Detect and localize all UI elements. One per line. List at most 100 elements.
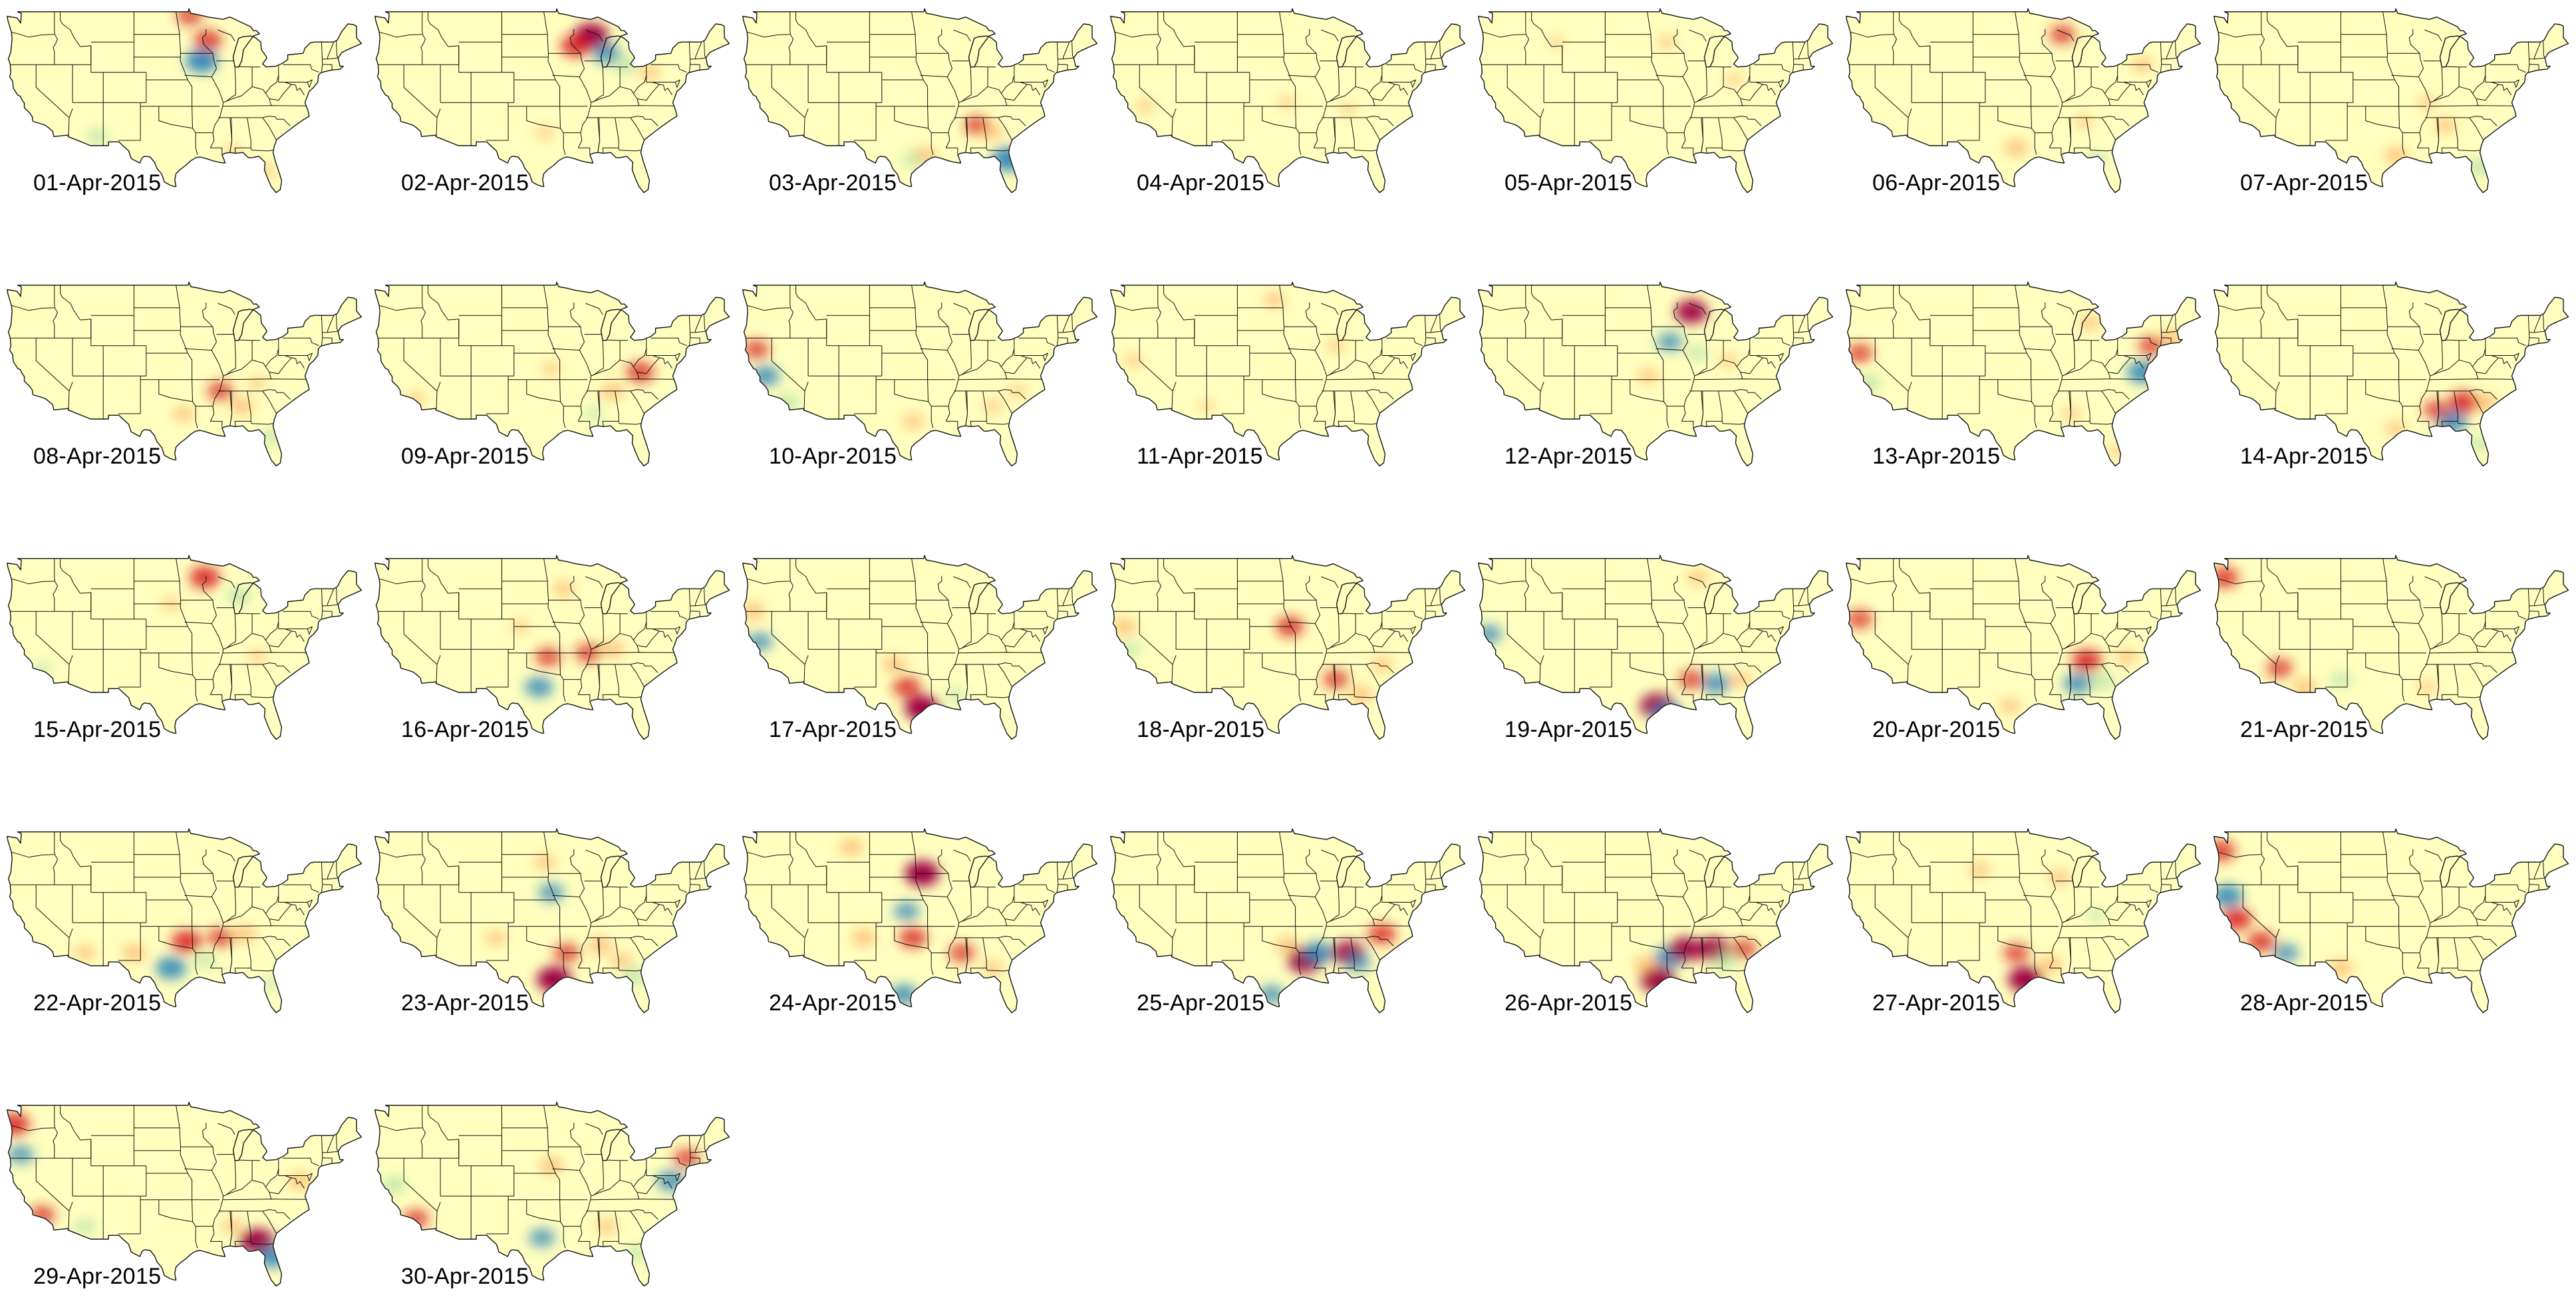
anomaly-blob — [262, 976, 283, 990]
anomaly-blob — [552, 581, 575, 597]
anomaly-blob — [1657, 332, 1683, 352]
anomaly-blob — [233, 925, 257, 943]
anomaly-blob — [588, 937, 613, 954]
anomaly-blob — [221, 1218, 243, 1234]
anomaly-blob — [7, 1113, 30, 1135]
date-label: 22-Apr-2015 — [33, 990, 162, 1016]
state-borders — [2217, 11, 2545, 155]
conus-outline — [1110, 8, 1466, 194]
conus-land — [7, 9, 362, 193]
anomaly-blob — [1123, 353, 1143, 368]
conus-land — [2214, 9, 2569, 193]
conus-outline — [742, 8, 1098, 194]
anomaly-blob — [2078, 315, 2101, 331]
anomaly-blob — [1701, 672, 1731, 694]
conus-outline — [374, 555, 730, 740]
us-anomaly-map — [1478, 281, 1834, 467]
anomaly-blob — [2061, 406, 2082, 421]
anomaly-blob — [839, 838, 864, 856]
anomaly-blob — [982, 124, 1004, 141]
conus-outline — [1478, 828, 1834, 1014]
state-borders — [1113, 285, 1442, 428]
date-label: 08-Apr-2015 — [33, 444, 162, 469]
anomaly-blob — [2448, 391, 2480, 414]
anomaly-blob — [525, 676, 553, 698]
state-borders — [378, 1105, 706, 1248]
anomaly-blob — [541, 361, 561, 376]
date-label: 29-Apr-2015 — [33, 1264, 162, 1289]
anomaly-blob — [2126, 361, 2158, 384]
map-panel: 09-Apr-2015 — [369, 276, 736, 481]
map-panel: 27-Apr-2015 — [1840, 823, 2208, 1028]
anomaly-blob — [1638, 368, 1659, 384]
conus-land — [374, 555, 730, 740]
anomaly-blob — [948, 943, 975, 962]
anomaly-blob — [1633, 955, 1657, 973]
us-anomaly-map — [1110, 555, 1466, 740]
date-label: 13-Apr-2015 — [1872, 444, 2001, 469]
anomaly-blob — [2008, 966, 2043, 992]
conus-land — [1478, 9, 1833, 193]
conus-outline — [7, 555, 362, 740]
anomaly-blob — [893, 676, 921, 698]
state-borders — [10, 11, 339, 155]
date-label: 17-Apr-2015 — [769, 717, 897, 742]
us-anomaly-map — [1846, 555, 2202, 740]
conus-outline — [1846, 8, 2202, 194]
anomaly-blob — [2214, 567, 2239, 588]
anomaly-blob — [2038, 955, 2063, 973]
anomaly-blob — [194, 952, 216, 968]
anomaly-blob — [74, 944, 96, 961]
anomaly-layer — [1258, 923, 1396, 1004]
anomaly-blob — [194, 30, 222, 51]
anomaly-blob — [156, 956, 186, 979]
us-anomaly-map — [2214, 555, 2569, 740]
anomaly-blob — [1999, 698, 2021, 714]
conus-land — [742, 282, 1097, 466]
anomaly-blob — [74, 1218, 96, 1234]
anomaly-blob — [535, 647, 561, 666]
anomaly-blob — [902, 413, 924, 430]
anomaly-blob — [743, 340, 770, 359]
anomaly-blob — [982, 399, 1003, 414]
date-label: 06-Apr-2015 — [1872, 170, 2001, 196]
anomaly-blob — [905, 695, 940, 721]
us-anomaly-map — [1846, 828, 2202, 1014]
us-anomaly-map — [2214, 8, 2569, 194]
anomaly-blob — [575, 643, 601, 662]
anomaly-blob — [226, 587, 251, 605]
anomaly-blob — [992, 147, 1024, 172]
conus-land — [1846, 282, 2201, 466]
us-anomaly-map — [374, 1101, 730, 1287]
map-panel: 11-Apr-2015 — [1105, 276, 1472, 481]
conus-outline — [1478, 555, 1834, 740]
state-borders — [1481, 558, 1810, 702]
conus-outline — [2214, 281, 2569, 467]
date-label: 14-Apr-2015 — [2240, 444, 2368, 469]
conus-outline — [742, 281, 1098, 467]
anomaly-layer — [1123, 292, 1346, 412]
anomaly-blob — [2063, 672, 2092, 694]
us-anomaly-map — [374, 555, 730, 740]
conus-land — [374, 1102, 730, 1286]
date-label: 15-Apr-2015 — [33, 717, 162, 742]
map-panel: 30-Apr-2015 — [369, 1096, 736, 1301]
us-anomaly-map — [1110, 828, 1466, 1014]
anomaly-blob — [1856, 374, 1881, 392]
map-panel: 06-Apr-2015 — [1840, 3, 2208, 208]
anomaly-blob — [2266, 658, 2293, 678]
date-label: 27-Apr-2015 — [1872, 990, 2001, 1016]
anomaly-blob — [2049, 25, 2076, 44]
state-borders — [10, 831, 339, 975]
anomaly-blob — [1730, 939, 1757, 959]
anomaly-blob — [1846, 343, 1873, 363]
state-borders — [746, 558, 1074, 702]
anomaly-blob — [7, 1145, 34, 1164]
date-label: 23-Apr-2015 — [401, 990, 529, 1016]
anomaly-layer — [1638, 299, 1739, 384]
state-borders — [1849, 11, 2178, 155]
map-panel: 07-Apr-2015 — [2208, 3, 2575, 208]
conus-outline — [1846, 555, 2202, 740]
conus-land — [374, 9, 730, 193]
